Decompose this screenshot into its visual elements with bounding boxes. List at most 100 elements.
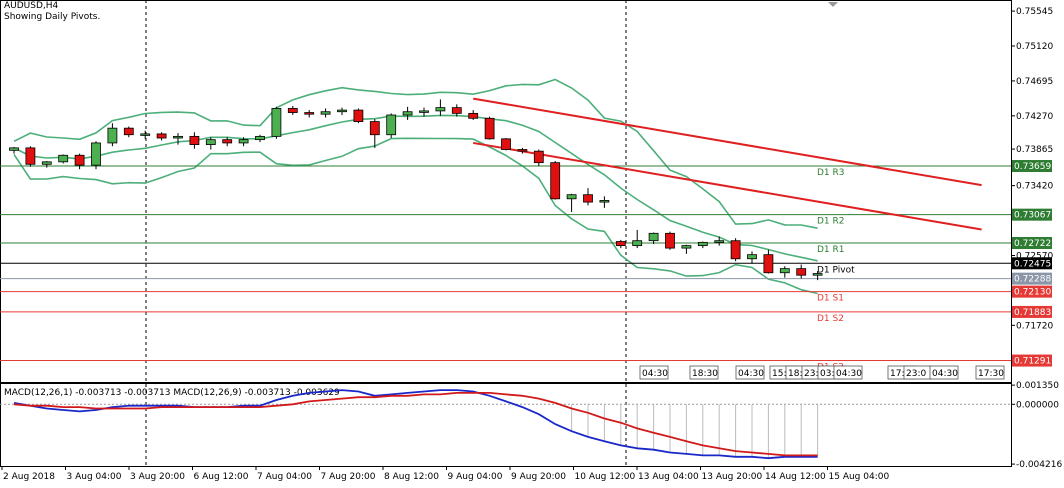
time-marker-box-11 — [975, 365, 1005, 380]
chart-symbol-label: AUDUSD,H4 — [4, 1, 59, 11]
price-panel-frame — [0, 0, 1012, 383]
pivot-label-5: D1 S1 — [817, 294, 844, 304]
x-tick-label-9: 10 Aug 12:00 — [575, 472, 636, 482]
y-tick-label-5: 0.73420 — [1016, 182, 1053, 192]
candle-body — [812, 273, 823, 276]
price-tag-text-4: 0.72288 — [1014, 275, 1051, 285]
price-tag-text-6: 0.71883 — [1014, 308, 1051, 318]
candle-body — [796, 268, 807, 276]
macd-y-tick-label-0: 0.001350 — [1016, 381, 1059, 391]
candle-body — [238, 139, 249, 144]
x-tick-label-0: 2 Aug 2018 — [3, 472, 55, 482]
candle-body — [9, 147, 19, 151]
time-marker-label-6: 03: — [820, 369, 834, 379]
time-marker-label-4: 18: — [788, 369, 802, 379]
time-marker-box-0 — [639, 365, 669, 380]
time-marker-label-2: 04:30 — [738, 369, 764, 379]
candle-body — [74, 154, 85, 166]
candle-body — [402, 111, 413, 116]
x-tick-label-6: 8 Aug 12:00 — [384, 472, 439, 482]
candle-body — [665, 232, 675, 249]
candle-body — [451, 107, 462, 114]
bollinger-middle-band — [13, 114, 818, 262]
macd-label: MACD(12,26,1) -0.003713 -0.003713 MACD(1… — [4, 388, 340, 398]
candle-body — [435, 107, 446, 112]
candle-body — [320, 111, 331, 115]
candle-body — [123, 127, 134, 136]
candle-body — [156, 133, 167, 139]
y-tick-label-1: 0.75120 — [1016, 42, 1053, 52]
candle-body — [222, 139, 233, 144]
candle-body — [304, 112, 315, 115]
y-tick-label-3: 0.74270 — [1016, 112, 1053, 122]
candle-body — [468, 112, 479, 119]
price-tag-1 — [1012, 208, 1052, 221]
price-tag-text-5: 0.72130 — [1014, 288, 1051, 298]
candle-body — [583, 194, 593, 203]
candle-body — [632, 240, 643, 247]
candle-body — [205, 139, 216, 145]
candle-body — [107, 127, 118, 144]
x-tick-label-8: 9 Aug 20:00 — [511, 472, 566, 482]
y-tick-label-7: 0.71720 — [1016, 321, 1053, 331]
candle-body — [517, 149, 528, 152]
x-tick-label-4: 7 Aug 04:00 — [257, 472, 312, 482]
candle-body — [533, 150, 544, 164]
candle-body — [353, 109, 364, 122]
price-tag-text-3: 0.72475 — [1014, 259, 1051, 269]
candle-body — [287, 108, 298, 113]
x-tick-label-2: 3 Aug 20:00 — [130, 472, 185, 482]
candle-body — [730, 240, 741, 260]
price-tag-0 — [1012, 160, 1052, 173]
x-tick-label-3: 6 Aug 12:00 — [194, 472, 249, 482]
time-marker-label-0: 04:30 — [642, 369, 668, 379]
x-tick-label-11: 13 Aug 20:00 — [702, 472, 763, 482]
x-tick-label-13: 15 Aug 04:00 — [829, 472, 890, 482]
bollinger-upper-band — [13, 78, 818, 229]
candle-body — [419, 110, 429, 113]
price-tag-5 — [1012, 285, 1052, 298]
candle-body — [681, 245, 692, 249]
time-marker-label-9: 23:0 — [906, 369, 926, 379]
price-tag-4 — [1012, 272, 1052, 285]
x-tick-label-7: 9 Aug 04:00 — [448, 472, 503, 482]
price-tag-3 — [1012, 257, 1052, 270]
y-tick-label-2: 0.74695 — [1016, 77, 1053, 87]
candle-body — [501, 138, 511, 150]
y-tick-label-6: 0.72570 — [1016, 251, 1053, 261]
time-marker-label-10: 04:30 — [932, 369, 958, 379]
candle-body — [58, 154, 69, 163]
macd-y-tick-label-2: -0.004216 — [1016, 460, 1062, 470]
candle-body — [599, 200, 610, 203]
time-marker-box-1 — [689, 365, 719, 380]
candle-body — [566, 194, 577, 200]
x-tick-label-5: 7 Aug 20:00 — [321, 472, 376, 482]
price-tag-text-7: 0.71291 — [1014, 357, 1051, 367]
candle-body — [271, 108, 282, 137]
pivot-label-2: D1 R1 — [817, 245, 845, 255]
pivot-label-1: D1 R2 — [817, 217, 845, 227]
x-tick-label-1: 3 Aug 04:00 — [67, 472, 122, 482]
candle-body — [41, 161, 52, 165]
price-tag-2 — [1012, 237, 1052, 250]
scroll-marker-icon — [828, 2, 838, 7]
time-marker-label-11: 17:30 — [978, 369, 1004, 379]
bollinger-lower-band — [13, 137, 818, 295]
candle-body — [140, 133, 151, 136]
candle-body — [747, 254, 757, 260]
candle-body — [173, 135, 183, 139]
candle-body — [91, 142, 101, 166]
y-tick-label-4: 0.73865 — [1016, 145, 1053, 155]
pivot-label-6: D1 S2 — [817, 314, 844, 324]
time-marker-label-7: 04:30 — [836, 369, 862, 379]
time-marker-box-7 — [833, 365, 863, 380]
macd-signal-line — [13, 391, 818, 457]
x-tick-label-10: 13 Aug 04:00 — [638, 472, 699, 482]
candle-body — [386, 114, 397, 136]
time-marker-label-3: 15: — [772, 369, 786, 379]
time-marker-box-10 — [929, 365, 959, 380]
candle-body — [189, 135, 200, 145]
price-tag-text-2: 0.72722 — [1014, 239, 1051, 249]
